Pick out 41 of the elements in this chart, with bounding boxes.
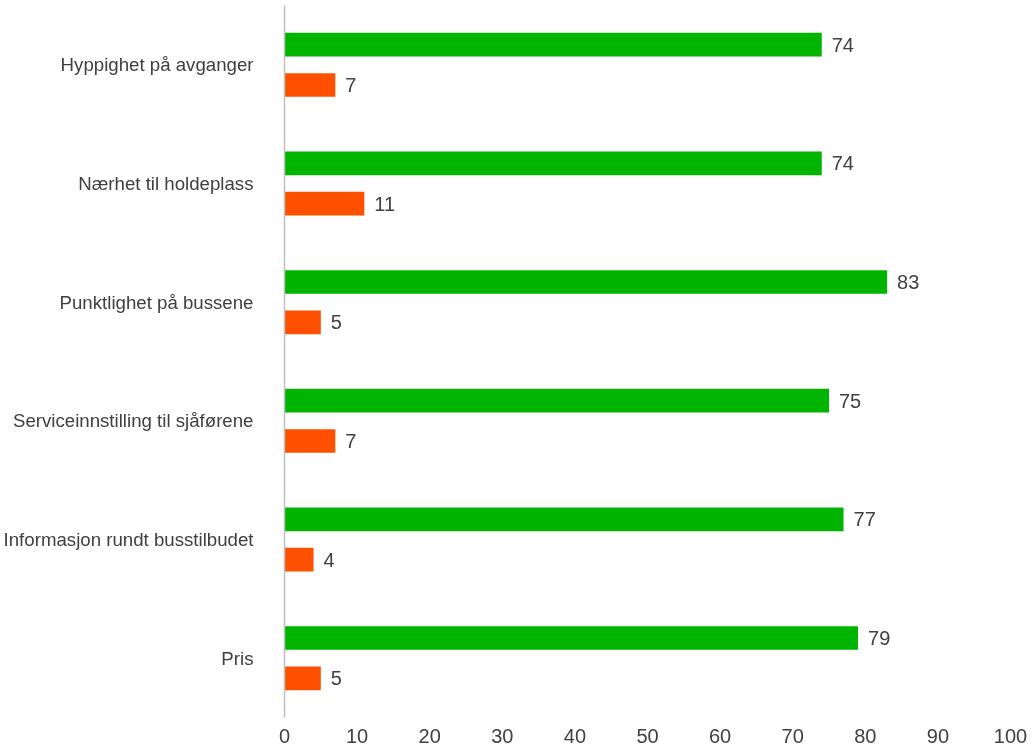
x-tick-label: 80 xyxy=(854,724,877,747)
bar xyxy=(284,626,859,650)
data-label: 11 xyxy=(374,192,396,215)
bar xyxy=(284,270,888,294)
bar xyxy=(284,388,829,413)
bar xyxy=(284,507,844,532)
bar xyxy=(284,310,321,335)
bar xyxy=(284,32,822,57)
x-tick-label: 70 xyxy=(781,724,804,747)
x-tick-label: 0 xyxy=(278,724,291,747)
x-tick-label: 100 xyxy=(993,724,1028,747)
y-tick-label: Serviceinnstilling til sjåførene xyxy=(12,410,254,432)
bar xyxy=(284,73,336,97)
y-tick-label: Informasjon rundt busstilbudet xyxy=(3,529,255,550)
x-tick-label: 10 xyxy=(345,724,369,747)
bar xyxy=(284,429,336,453)
data-label: 75 xyxy=(839,389,862,412)
x-tick-label: 20 xyxy=(418,724,441,747)
bar xyxy=(284,151,822,176)
x-tick-label: 60 xyxy=(708,724,732,747)
bar xyxy=(284,191,365,216)
data-label: 7 xyxy=(345,74,357,97)
data-label: 5 xyxy=(330,667,342,690)
bar xyxy=(284,547,314,572)
data-label: 74 xyxy=(831,33,854,56)
x-tick-label: 30 xyxy=(491,724,514,747)
data-label: 74 xyxy=(831,152,854,175)
x-tick-label: 50 xyxy=(636,724,659,747)
data-label: 79 xyxy=(868,626,891,649)
data-label: 83 xyxy=(897,270,920,293)
y-tick-label: Punktlighet på bussene xyxy=(59,291,254,313)
x-tick-label: 40 xyxy=(563,724,587,747)
bar xyxy=(284,666,321,691)
y-tick-label: Nærhet til holdeplass xyxy=(78,173,254,194)
data-label: 7 xyxy=(345,430,357,453)
data-label: 5 xyxy=(330,311,342,334)
data-label: 4 xyxy=(323,548,335,571)
x-tick-label: 90 xyxy=(926,724,950,747)
data-label: 77 xyxy=(853,508,876,531)
y-tick-label: Pris xyxy=(221,647,254,669)
y-tick-label: Hyppighet på avganger xyxy=(60,54,254,76)
